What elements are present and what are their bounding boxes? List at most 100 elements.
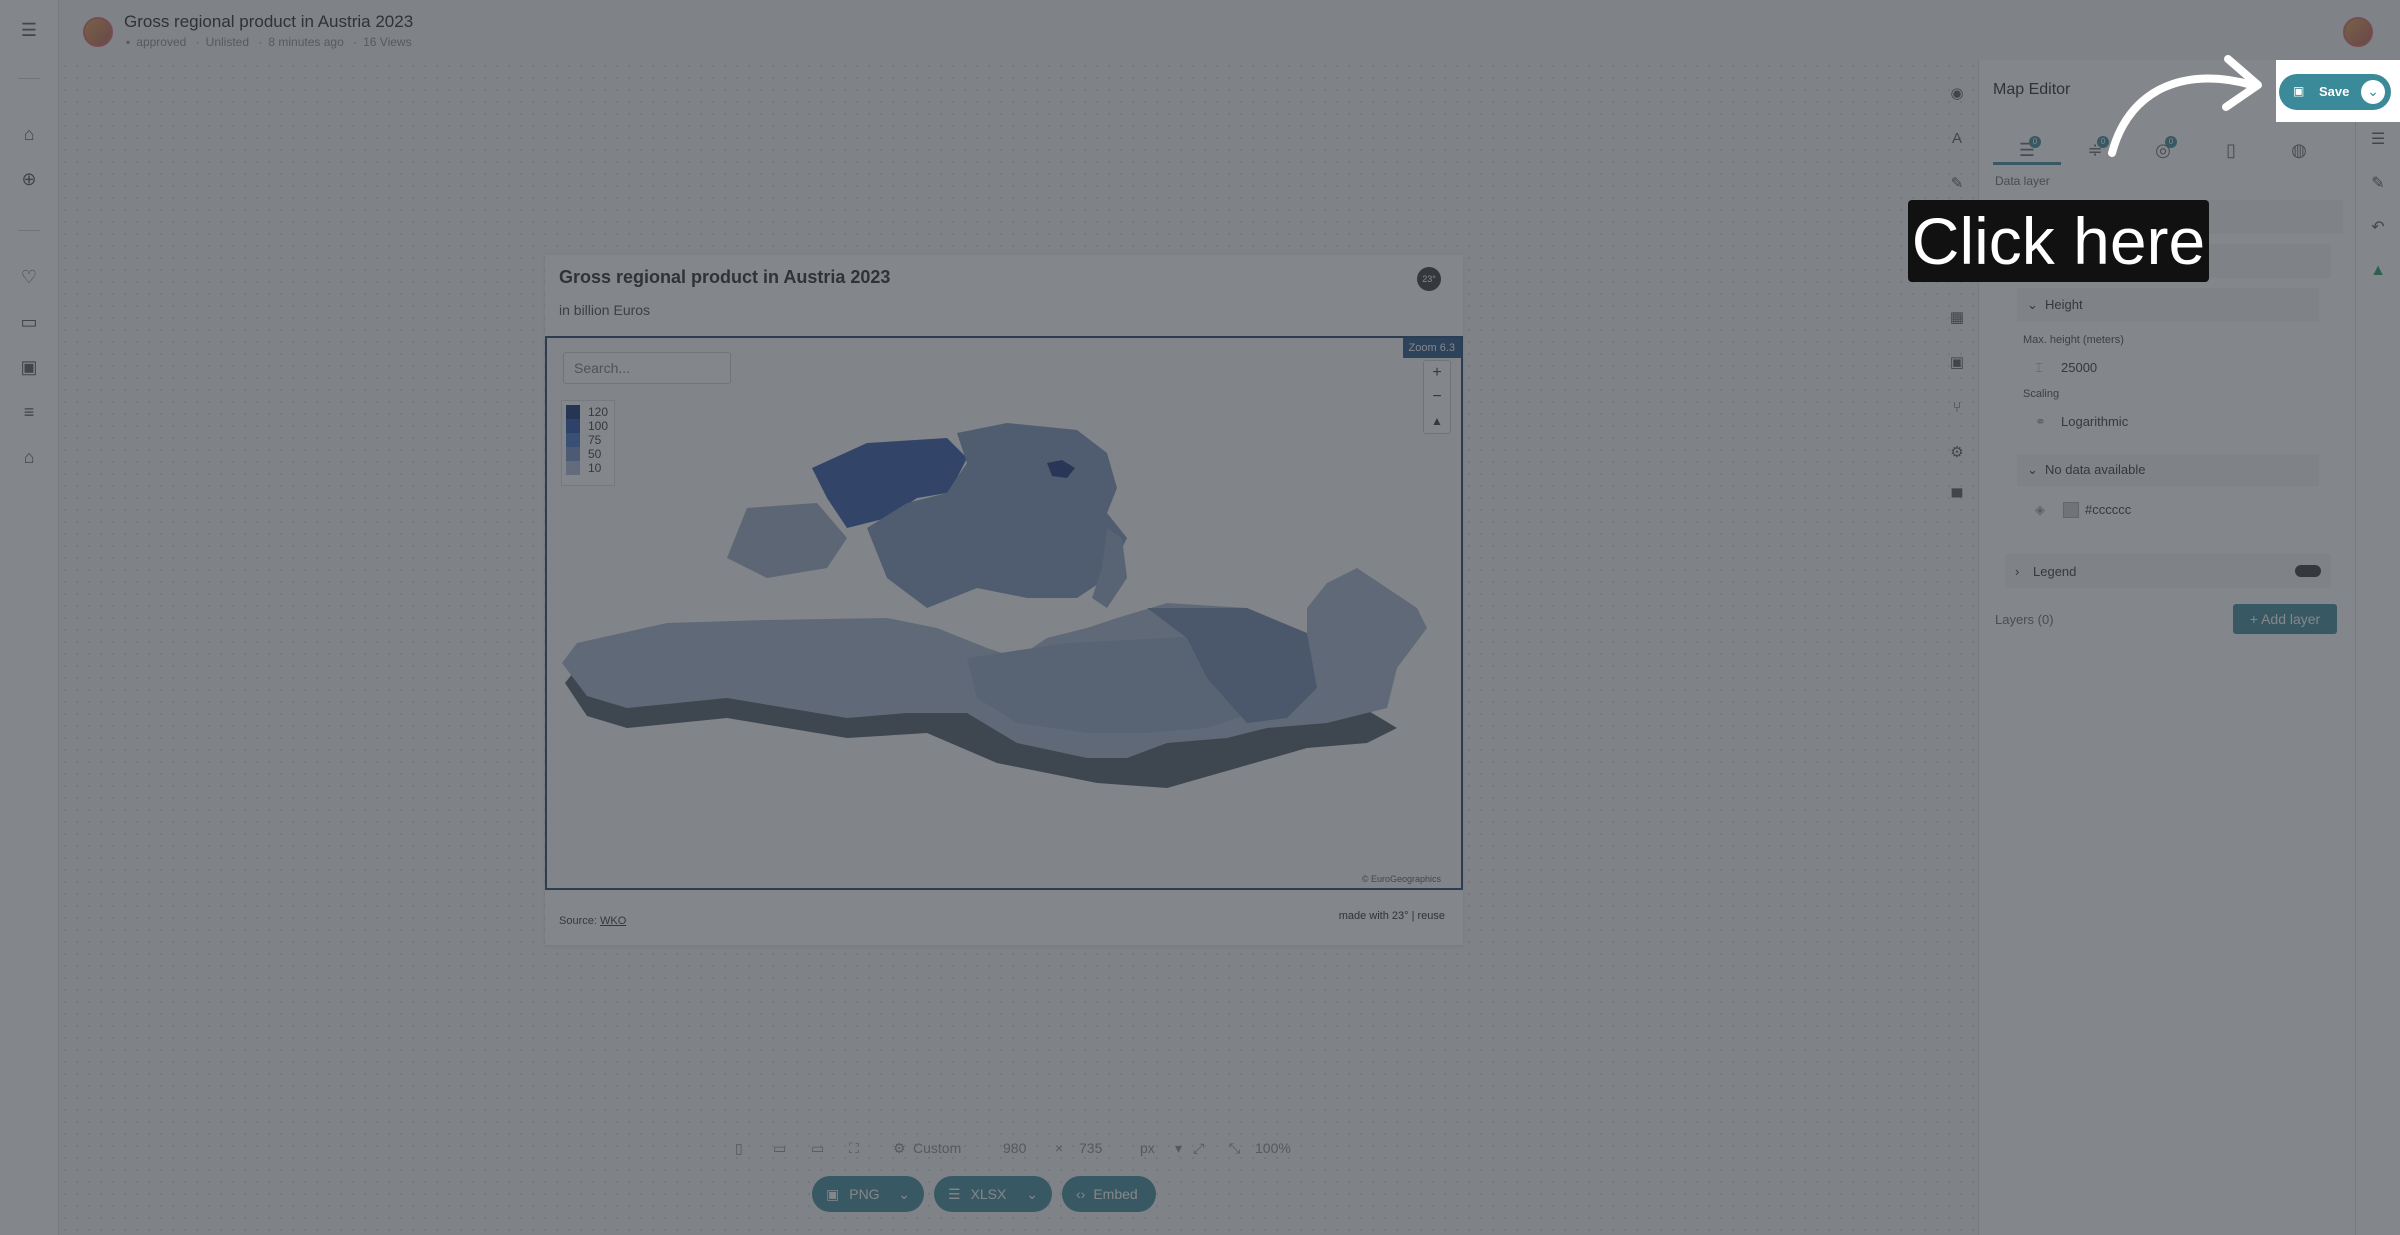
database-icon[interactable]: ☰ <box>2370 131 2386 148</box>
home-icon[interactable]: ⌂ <box>23 123 35 144</box>
floppy-icon: ▣ <box>2293 84 2305 98</box>
source-link[interactable]: WKO <box>599 915 627 927</box>
max-height-input[interactable]: 25000 <box>2061 360 2098 375</box>
unit-select[interactable]: px <box>1140 1140 1155 1156</box>
folder-icon[interactable]: ▭ <box>20 311 38 332</box>
made-with-label[interactable]: made with 23° | reuse <box>1338 910 1445 922</box>
region-salzburg[interactable] <box>727 503 847 578</box>
xlsx-label: XLSX <box>970 1186 1007 1202</box>
png-export-button[interactable]: ▣ PNG ⌄ <box>812 1176 924 1212</box>
scaling-label: Scaling <box>2023 388 2060 400</box>
pencil-icon[interactable]: ✎ <box>2371 175 2385 192</box>
zoom-level: 100% <box>1255 1140 1291 1156</box>
edited-label: 8 minutes ago <box>268 35 344 49</box>
image-icon[interactable]: ▣ <box>20 356 38 377</box>
link-icon: ⚭ <box>2035 414 2046 429</box>
menu-icon[interactable]: ☰ <box>20 19 38 40</box>
arrow-pointer <box>2108 55 2262 157</box>
ruler-icon: ⌶ <box>2035 360 2043 375</box>
chevron-down-icon[interactable]: ⌄ <box>2361 80 2385 104</box>
status-label: approved <box>136 35 187 49</box>
code-icon: ‹› <box>1076 1186 1086 1202</box>
avatar[interactable] <box>83 17 113 47</box>
visibility-label: Unlisted <box>205 35 250 49</box>
height-section-title: Height <box>2045 297 2083 312</box>
rail-divider <box>18 230 40 231</box>
max-height-label: Max. height (meters) <box>2023 334 2124 346</box>
add-layer-button[interactable]: + Add layer <box>2233 604 2337 634</box>
chart-subtitle[interactable]: in billion Euros <box>559 302 651 318</box>
chevron-down-icon[interactable]: ⌄ <box>1026 1185 1038 1202</box>
chevron-down-icon[interactable]: ▾ <box>1175 1140 1183 1156</box>
rail-divider <box>18 78 40 79</box>
fullscreen-icon[interactable]: ⛶ <box>849 1140 859 1156</box>
folder-small-icon: ▪ <box>126 35 131 49</box>
views-label: 16 Views <box>363 35 412 49</box>
legend-section[interactable]: › Legend <box>2005 554 2331 588</box>
embed-label: Embed <box>1093 1186 1138 1202</box>
height-input[interactable]: 735 <box>1079 1140 1103 1156</box>
heart-icon[interactable]: ♡ <box>20 266 38 287</box>
chevron-right-icon: › <box>2015 564 2020 579</box>
database-icon: ☰ <box>948 1185 961 1202</box>
map-attribution: © EuroGeographics <box>1361 874 1441 884</box>
tab-badge: 0 <box>2029 136 2041 148</box>
brand-icon[interactable]: ▲ <box>2370 262 2386 279</box>
chart-source: Source: WKO <box>559 915 626 927</box>
fit-icon[interactable]: ⤡ <box>1229 1140 1241 1156</box>
layers-count-label: Layers (0) <box>1995 612 2054 627</box>
austria-map[interactable] <box>547 338 1461 888</box>
mobile-icon[interactable]: ▯ <box>735 1140 743 1156</box>
logo-icon: 23° <box>1417 267 1441 291</box>
no-data-section-title: No data available <box>2045 462 2146 477</box>
save-label: Save <box>2319 84 2350 99</box>
tab-indicator <box>1993 162 2061 165</box>
times-sign: × <box>1055 1140 1064 1156</box>
xlsx-export-button[interactable]: ☰ XLSX ⌄ <box>934 1176 1052 1212</box>
document-meta: ▪ approved · Unlisted · 8 minutes ago · 16 V… <box>126 35 412 49</box>
source-label: Source: <box>559 915 597 927</box>
no-data-section[interactable]: ⌄ No data available <box>2017 454 2319 486</box>
embed-button[interactable]: ‹› Embed <box>1062 1176 1156 1212</box>
scaling-select[interactable]: Logarithmic <box>2061 414 2129 429</box>
page-title[interactable]: Gross regional product in Austria 2023 <box>124 12 414 31</box>
tab-globe[interactable]: ◍ <box>2291 139 2307 160</box>
width-input[interactable]: 980 <box>1003 1140 1027 1156</box>
undo-icon[interactable]: ↶ <box>2371 219 2385 236</box>
preset-select[interactable]: Custom <box>913 1140 962 1156</box>
text-icon[interactable]: A <box>1951 129 1962 147</box>
click-here-callout: Click here <box>1908 200 2209 282</box>
color-swatch[interactable] <box>2063 502 2079 518</box>
legend-section-title: Legend <box>2033 564 2077 579</box>
sliders-icon[interactable]: ≡ <box>23 401 35 422</box>
panel-title: Map Editor <box>1993 81 2071 98</box>
map-view[interactable]: Search... Zoom 6.3 + − ▲ 120 100 75 50 1… <box>545 336 1463 890</box>
height-section[interactable]: ⌄ Height <box>2017 288 2319 322</box>
gear-icon[interactable]: ⚙ <box>1950 444 1964 461</box>
data-layer-label: Data layer <box>1995 174 2050 188</box>
chevron-down-icon: ⌄ <box>2027 462 2038 477</box>
chart-title[interactable]: Gross regional product in Austria 2023 <box>559 267 891 287</box>
branch-icon[interactable]: ⑂ <box>1952 398 1962 416</box>
laptop-icon[interactable]: ▭ <box>811 1140 825 1156</box>
image-icon: ▣ <box>826 1185 840 1202</box>
eye-icon[interactable]: ◉ <box>1950 85 1964 102</box>
graduation-cap-icon[interactable]: ⌂ <box>23 446 35 467</box>
resize-icon[interactable]: ⤢ <box>1193 1140 1205 1156</box>
png-label: PNG <box>849 1186 880 1202</box>
table-icon[interactable]: ▦ <box>1949 309 1965 326</box>
no-data-color-value[interactable]: #cccccc <box>2085 502 2132 517</box>
save-button[interactable]: ▣ Save ⌄ <box>2279 74 2391 110</box>
size-toolbar: ▯ ▭ ▭ ⛶ ⚙ Custom 980 × 735 px ▾ ⤢ ⤡ 100% <box>735 1140 1295 1160</box>
user-avatar[interactable] <box>2343 17 2373 47</box>
chevron-down-icon[interactable]: ⌄ <box>898 1185 910 1202</box>
add-icon[interactable]: ⊕ <box>21 168 37 189</box>
paint-roller-icon[interactable]: ▀ <box>1951 488 1963 506</box>
screen-icon[interactable]: ▣ <box>1949 354 1965 371</box>
legend-toggle[interactable] <box>2295 565 2321 577</box>
tablet-icon[interactable]: ▭ <box>773 1140 787 1156</box>
paint-bucket-icon: ◈ <box>2035 502 2045 517</box>
brush-icon[interactable]: ✎ <box>1950 175 1964 192</box>
chevron-down-icon: ⌄ <box>2027 297 2038 312</box>
chart-card: Gross regional product in Austria 2023 i… <box>545 255 1463 945</box>
